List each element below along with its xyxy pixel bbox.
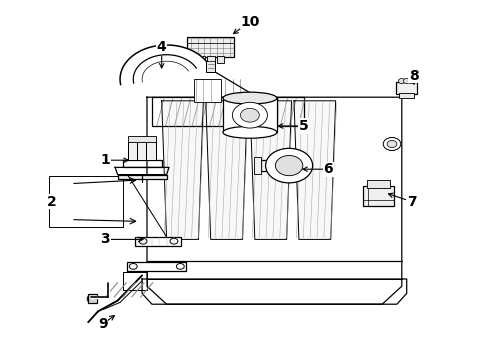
Text: 9: 9 (98, 317, 108, 331)
Polygon shape (162, 101, 203, 239)
Text: 10: 10 (240, 15, 260, 28)
Polygon shape (250, 101, 292, 239)
Bar (137, 140, 147, 160)
Bar (223, 98, 277, 132)
Ellipse shape (129, 264, 137, 269)
Ellipse shape (266, 148, 313, 183)
Ellipse shape (275, 156, 303, 176)
Bar (399, 93, 414, 98)
Bar (88, 294, 97, 303)
Polygon shape (152, 97, 304, 126)
Bar (254, 157, 261, 174)
Bar (207, 56, 215, 63)
Polygon shape (142, 279, 407, 304)
Ellipse shape (383, 138, 401, 150)
Ellipse shape (176, 264, 184, 269)
Bar (146, 140, 156, 160)
Bar (135, 237, 181, 246)
Bar (127, 262, 186, 271)
Bar (187, 37, 234, 57)
Bar (363, 186, 394, 206)
Polygon shape (120, 45, 208, 85)
Text: 3: 3 (100, 233, 110, 246)
Ellipse shape (398, 78, 405, 84)
Ellipse shape (139, 238, 147, 244)
Ellipse shape (241, 108, 259, 122)
Text: 7: 7 (407, 195, 416, 208)
Bar (128, 140, 138, 160)
Ellipse shape (387, 140, 397, 148)
Polygon shape (294, 101, 336, 239)
Polygon shape (122, 160, 162, 167)
Bar (194, 79, 220, 102)
Bar (396, 82, 417, 94)
Polygon shape (206, 101, 247, 239)
Ellipse shape (408, 78, 415, 84)
Text: 1: 1 (100, 153, 110, 167)
Bar (128, 136, 156, 142)
Bar (49, 176, 122, 227)
Polygon shape (147, 97, 402, 304)
Polygon shape (122, 272, 147, 290)
Text: 6: 6 (323, 162, 333, 176)
Ellipse shape (223, 92, 277, 104)
Ellipse shape (223, 126, 277, 138)
Polygon shape (115, 167, 169, 175)
Bar (118, 175, 167, 179)
Ellipse shape (232, 102, 268, 128)
Ellipse shape (403, 78, 410, 84)
Text: 8: 8 (409, 69, 419, 82)
Bar (367, 180, 390, 188)
Ellipse shape (87, 294, 97, 303)
Bar (197, 56, 205, 63)
Bar (217, 56, 224, 63)
Ellipse shape (170, 238, 178, 244)
Bar (206, 61, 216, 72)
Text: 4: 4 (157, 40, 167, 54)
Text: 2: 2 (47, 195, 56, 208)
Text: 5: 5 (299, 119, 309, 133)
